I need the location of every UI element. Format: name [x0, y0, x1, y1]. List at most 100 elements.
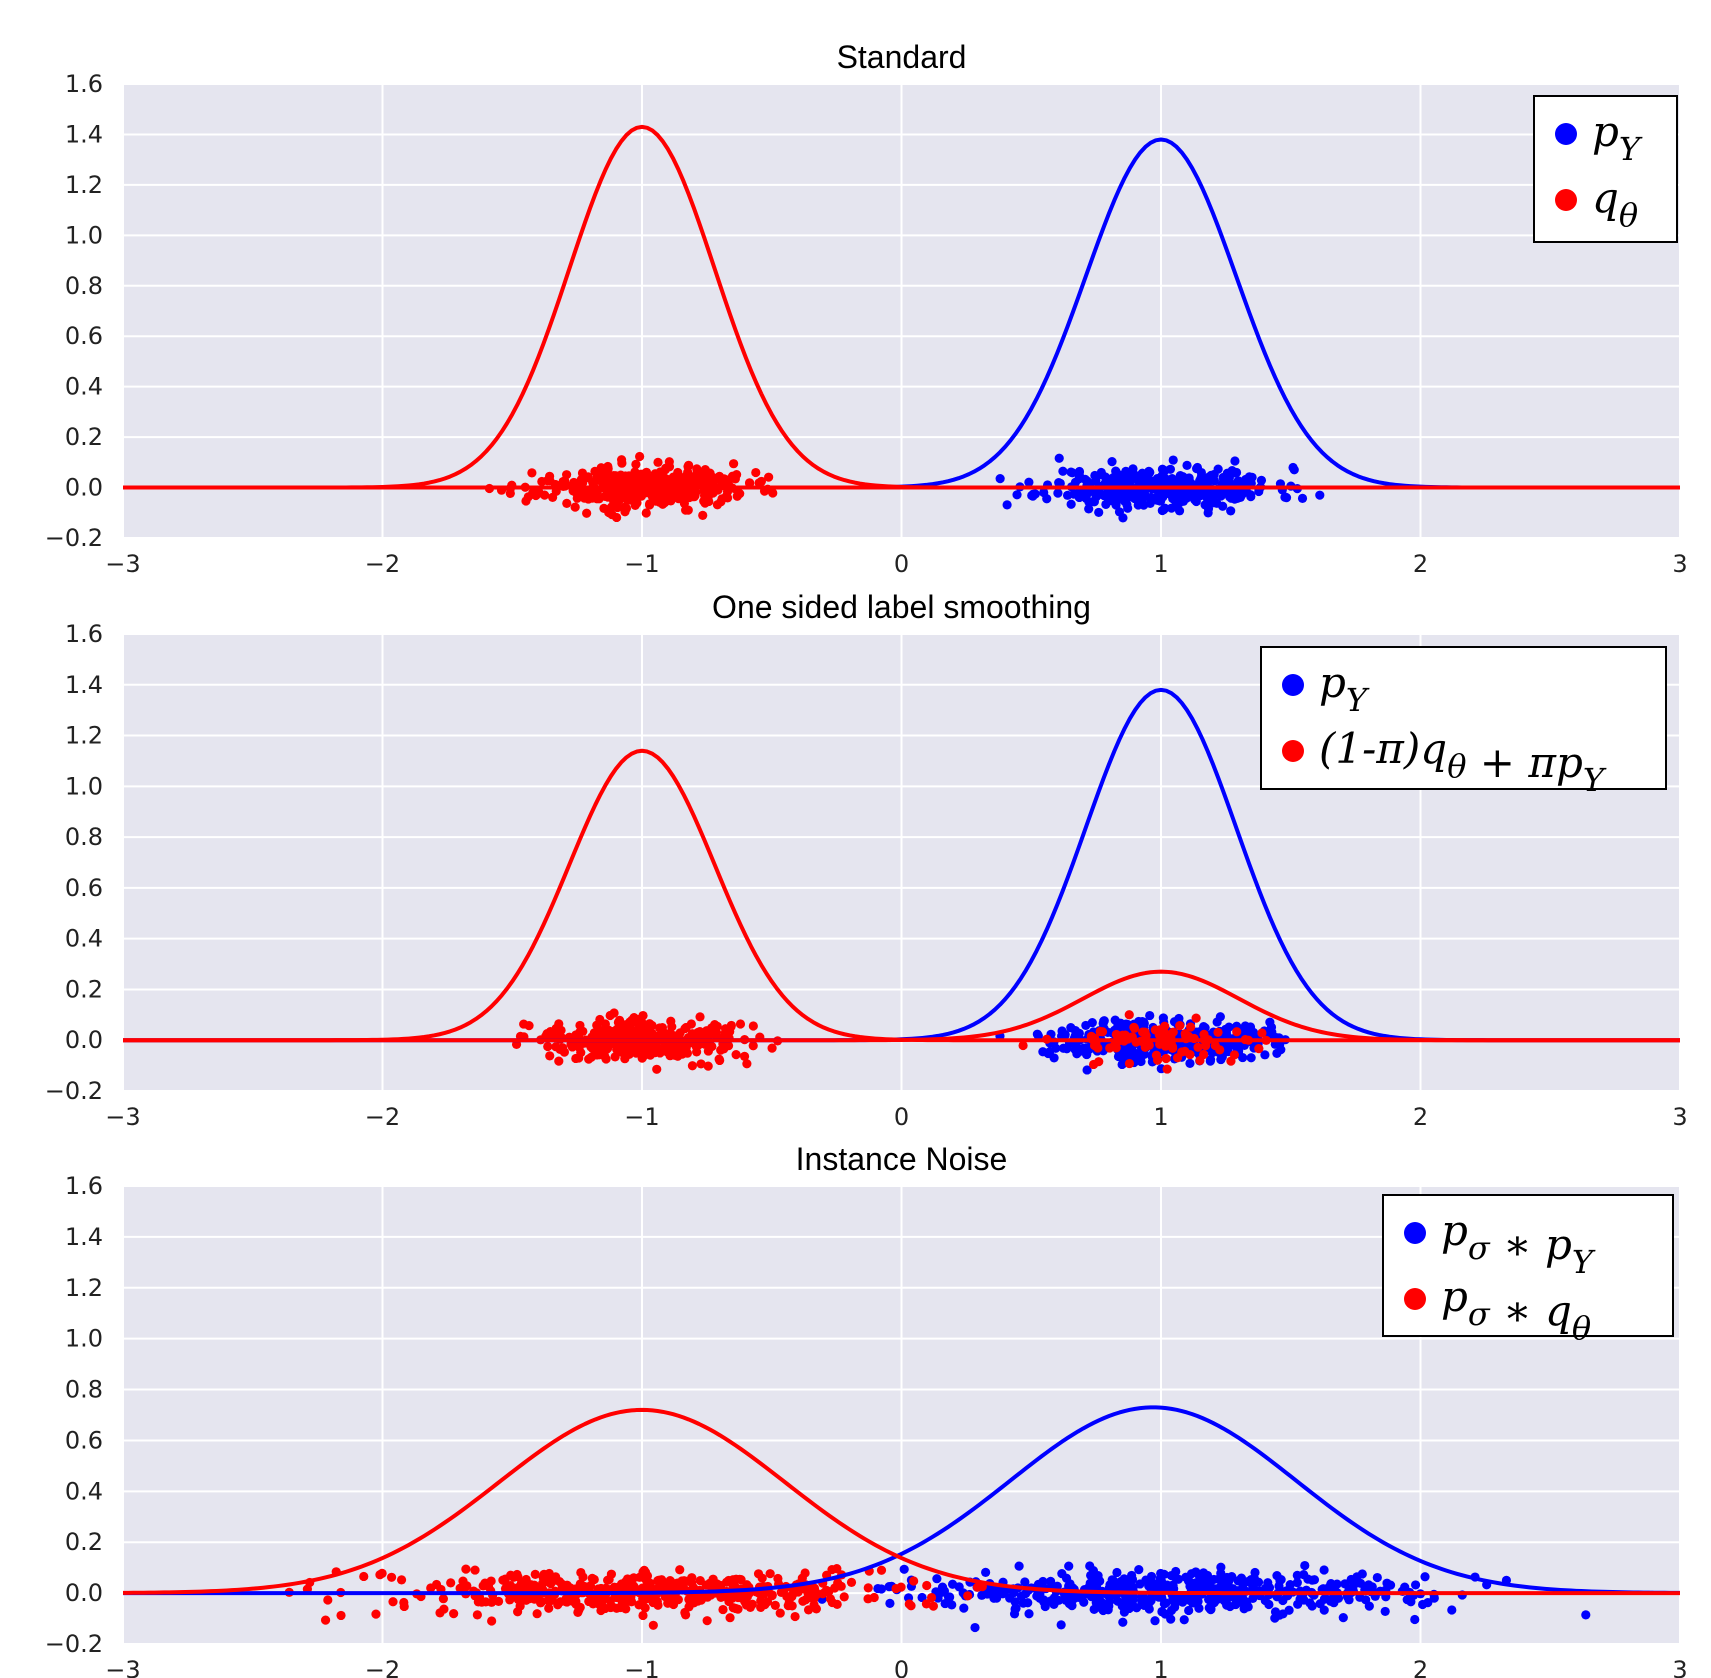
sample-point [1346, 1574, 1356, 1585]
sample-point [570, 502, 580, 512]
sample-point [926, 1592, 937, 1603]
sample-point [735, 1019, 746, 1029]
sample-point [1038, 1576, 1048, 1587]
sample-point [1158, 1013, 1168, 1023]
sample-point [1021, 1588, 1031, 1599]
sample-point [1124, 1603, 1134, 1614]
sample-point [1199, 1049, 1209, 1060]
sample-point [733, 1592, 743, 1603]
sample-point [731, 1050, 741, 1060]
sample-point [963, 1591, 973, 1601]
sample-point [1120, 489, 1130, 500]
sample-point [1089, 1040, 1100, 1051]
y-tick-label: 0.8 [65, 823, 103, 851]
sample-point [606, 1569, 617, 1579]
sample-point [863, 1583, 873, 1593]
sample-point [1417, 1599, 1428, 1610]
legend-label: pσ ∗ pY [1441, 1206, 1596, 1281]
legend-marker-blue [1404, 1222, 1426, 1244]
sample-point [661, 463, 671, 473]
y-tick-label: 0.2 [65, 1528, 103, 1556]
sample-point [748, 1041, 758, 1051]
sample-point [1160, 1021, 1170, 1031]
sample-point [937, 1587, 947, 1597]
sample-point [1320, 1593, 1331, 1604]
sample-point [486, 1576, 496, 1586]
y-tick-label: 1.2 [65, 722, 103, 750]
sample-point [638, 1610, 648, 1621]
sample-point [1185, 1058, 1195, 1068]
sample-point [1315, 490, 1325, 500]
sample-point [617, 1579, 627, 1589]
sample-point [652, 1064, 662, 1074]
sample-point [1248, 1593, 1258, 1603]
sample-point [1361, 1595, 1371, 1605]
sample-point [711, 1023, 721, 1033]
sample-point [505, 488, 515, 498]
sample-point [687, 1061, 698, 1071]
sample-point [1139, 488, 1150, 498]
sample-point [562, 470, 572, 480]
sample-point [1219, 1579, 1229, 1589]
sample-point [1410, 1614, 1420, 1625]
x-tick-label: −1 [624, 1656, 659, 1678]
sample-point [537, 476, 547, 487]
x-tick-label: 3 [1672, 1103, 1687, 1131]
y-tick-label: −0.2 [45, 1077, 103, 1105]
x-tick-label: 0 [894, 1656, 909, 1678]
sample-point [1150, 1616, 1160, 1626]
sample-point [1084, 504, 1094, 514]
x-tick-label: 2 [1413, 1656, 1428, 1678]
sample-point [825, 1594, 836, 1604]
sample-point [742, 1580, 752, 1590]
sample-point [1357, 1569, 1367, 1579]
sample-point [1193, 1042, 1203, 1052]
sample-point [1348, 1582, 1358, 1592]
sample-point [1144, 1604, 1154, 1614]
sample-point [1066, 467, 1076, 477]
sample-point [1074, 469, 1084, 479]
sample-point [1146, 1576, 1156, 1586]
sample-point [1032, 1029, 1042, 1039]
sample-point [521, 496, 531, 506]
sample-point [748, 1021, 758, 1031]
sample-point [876, 1565, 887, 1575]
sample-point [320, 1615, 331, 1625]
legend-marker-red [1404, 1288, 1426, 1310]
sample-point [498, 1575, 508, 1585]
sample-point [947, 1600, 957, 1610]
sample-point [846, 1577, 857, 1587]
legend-label: qθ [1592, 173, 1638, 234]
legend-box [1260, 646, 1667, 790]
sample-point [1027, 490, 1037, 501]
sample-point [703, 1061, 713, 1071]
sample-point [725, 1613, 735, 1623]
sample-point [1581, 1610, 1591, 1620]
sample-point [643, 472, 653, 483]
sample-point [1232, 1027, 1242, 1037]
sample-point [666, 491, 676, 501]
x-tick-label: 3 [1672, 1656, 1687, 1678]
sample-point [1263, 1578, 1273, 1588]
sample-point [686, 1019, 696, 1029]
sample-point [582, 508, 592, 518]
sample-point [650, 1048, 660, 1058]
sample-point [1292, 1578, 1302, 1588]
sample-point [1018, 1598, 1028, 1608]
sample-point [680, 1607, 690, 1618]
sample-point [487, 1616, 497, 1626]
sample-point [626, 1028, 636, 1038]
sample-point [764, 472, 774, 482]
x-tick-label: −1 [624, 550, 659, 578]
x-tick-label: 2 [1413, 550, 1428, 578]
sample-point [547, 1594, 557, 1605]
sample-point [1149, 493, 1159, 504]
sample-point [534, 488, 544, 498]
legend-marker-red [1282, 740, 1304, 762]
sample-point [509, 1572, 519, 1582]
sample-point [698, 510, 708, 520]
sample-point [1038, 1595, 1049, 1605]
sample-point [1094, 1057, 1104, 1067]
sample-point [754, 478, 764, 488]
